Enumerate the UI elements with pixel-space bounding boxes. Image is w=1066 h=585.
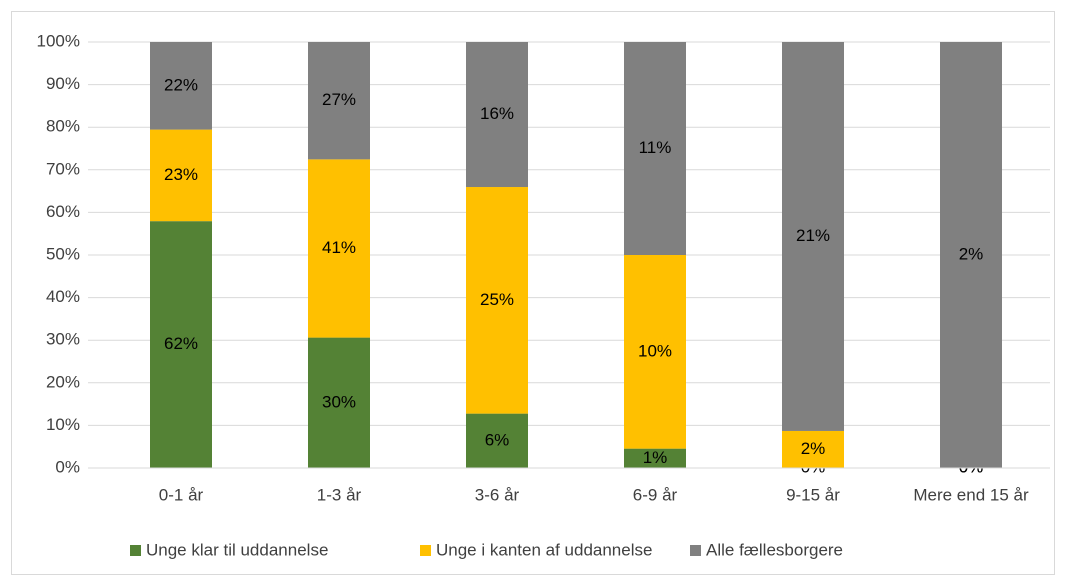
value-label: 16% [480,104,514,123]
bar-segment [624,255,686,449]
bar-segment [308,42,370,160]
legend-swatch [130,545,141,556]
bar-segment [466,42,528,188]
y-tick-label: 50% [46,244,80,263]
bar-segment [150,221,212,468]
bar-segment [782,42,844,431]
y-tick-label: 80% [46,117,80,136]
y-tick-label: 60% [46,202,80,221]
value-label: 25% [480,290,514,309]
y-tick-label: 0% [55,457,80,476]
x-tick-label: 9-15 år [786,485,840,504]
bar-segment [150,129,212,222]
y-tick-label: 30% [46,330,80,349]
x-tick-label: 3-6 år [475,485,520,504]
bar-segment [308,337,370,468]
bar-segment [308,159,370,338]
bar-segment [624,42,686,255]
value-label: 30% [322,392,356,411]
bar-segment [782,430,844,468]
legend-label: Unge klar til uddannelse [146,540,328,559]
value-label: 11% [639,138,672,157]
bar-segment [466,413,528,468]
x-tick-label: 6-9 år [633,485,678,504]
bar-segment [466,187,528,414]
value-label: 6% [485,430,510,449]
y-tick-label: 90% [46,74,80,93]
value-label: 41% [322,238,356,257]
value-label: 22% [164,75,198,94]
legend-label: Alle fællesborgere [706,540,843,559]
value-label: 27% [322,90,356,109]
y-tick-label: 20% [46,372,80,391]
y-tick-label: 40% [46,287,80,306]
value-label: 1% [643,448,668,467]
legend-swatch [420,545,431,556]
y-tick-label: 100% [37,31,80,50]
value-label: 21% [796,226,830,245]
bar-segment [940,42,1002,468]
value-label: 23% [164,165,198,184]
x-tick-label: 1-3 år [317,485,362,504]
bar-segment [624,448,686,468]
x-tick-label: 0-1 år [159,485,204,504]
value-label: 2% [959,244,984,263]
y-tick-label: 70% [46,159,80,178]
bar-segment [150,42,212,130]
value-label: 10% [638,341,672,360]
x-tick-label: Mere end 15 år [913,485,1029,504]
value-label: 2% [801,439,826,458]
legend-swatch [690,545,701,556]
value-label: 62% [164,334,198,353]
y-tick-label: 10% [46,415,80,434]
legend-label: Unge i kanten af uddannelse [436,540,652,559]
